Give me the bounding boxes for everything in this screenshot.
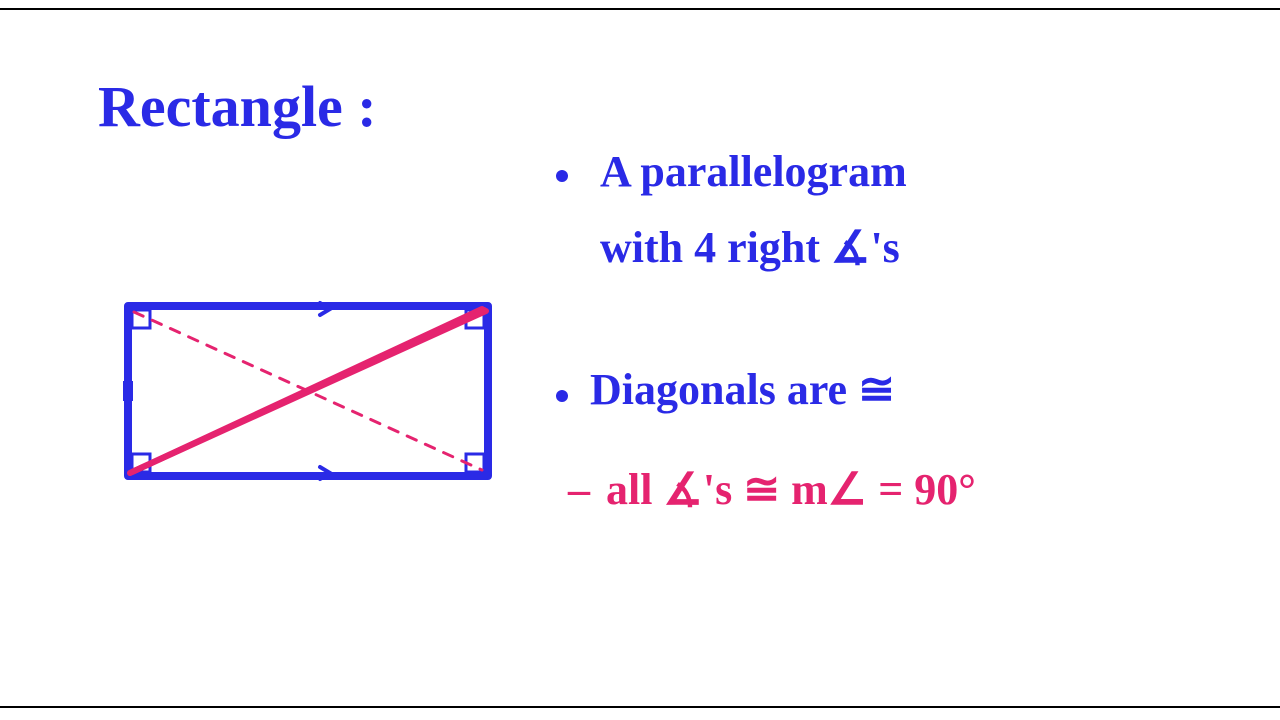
bullet-dot [556,170,568,182]
title-text: Rectangle : [98,78,377,136]
subline-text: all ∡'s ≅ m∠ = 90° [606,468,976,512]
bullet-dot [556,390,568,402]
bullet-line: A parallelogram [600,150,907,194]
bullet-line: with 4 right ∡'s [600,226,900,270]
rectangle-diagram [116,294,500,488]
bullet-line: Diagonals are ≅ [590,368,895,412]
subline-dash: – [568,468,590,512]
